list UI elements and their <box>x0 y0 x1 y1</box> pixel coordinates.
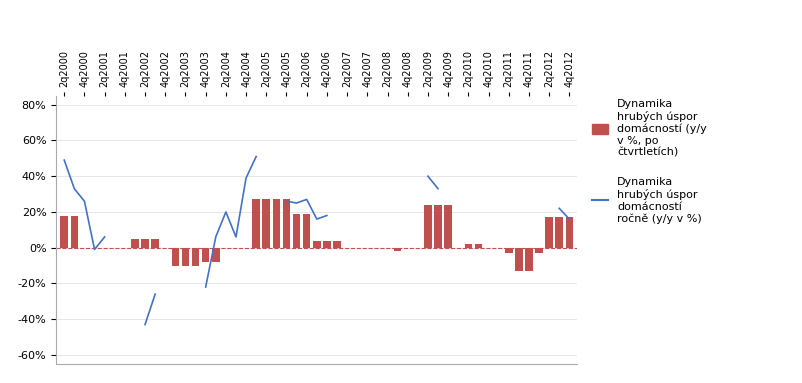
Bar <box>253 200 260 248</box>
Bar <box>333 241 341 248</box>
Bar <box>293 214 301 248</box>
Legend: Dynamika
hrubých úspor
domácností (y/y
v %, po
čtvrtletích), Dynamika
hrubých ús: Dynamika hrubých úspor domácností (y/y v… <box>588 96 711 228</box>
Bar <box>192 248 200 265</box>
Bar <box>303 214 310 248</box>
Bar <box>323 241 330 248</box>
Bar <box>434 205 442 248</box>
Bar <box>565 217 573 248</box>
Bar <box>424 205 431 248</box>
Bar <box>505 248 512 253</box>
Bar <box>273 200 280 248</box>
Bar <box>444 205 452 248</box>
Bar <box>262 200 270 248</box>
Bar <box>475 244 482 248</box>
Bar <box>60 216 68 248</box>
Bar <box>515 248 523 271</box>
Bar <box>71 216 78 248</box>
Bar <box>535 248 543 253</box>
Bar <box>525 248 533 271</box>
Bar <box>141 239 149 248</box>
Bar <box>152 239 159 248</box>
Bar <box>172 248 179 265</box>
Bar <box>556 217 563 248</box>
Bar <box>282 200 290 248</box>
Bar <box>132 239 139 248</box>
Bar <box>394 248 401 251</box>
Bar <box>182 248 189 265</box>
Bar <box>202 248 209 262</box>
Bar <box>313 241 321 248</box>
Bar <box>545 217 553 248</box>
Bar <box>212 248 220 262</box>
Bar <box>464 244 472 248</box>
